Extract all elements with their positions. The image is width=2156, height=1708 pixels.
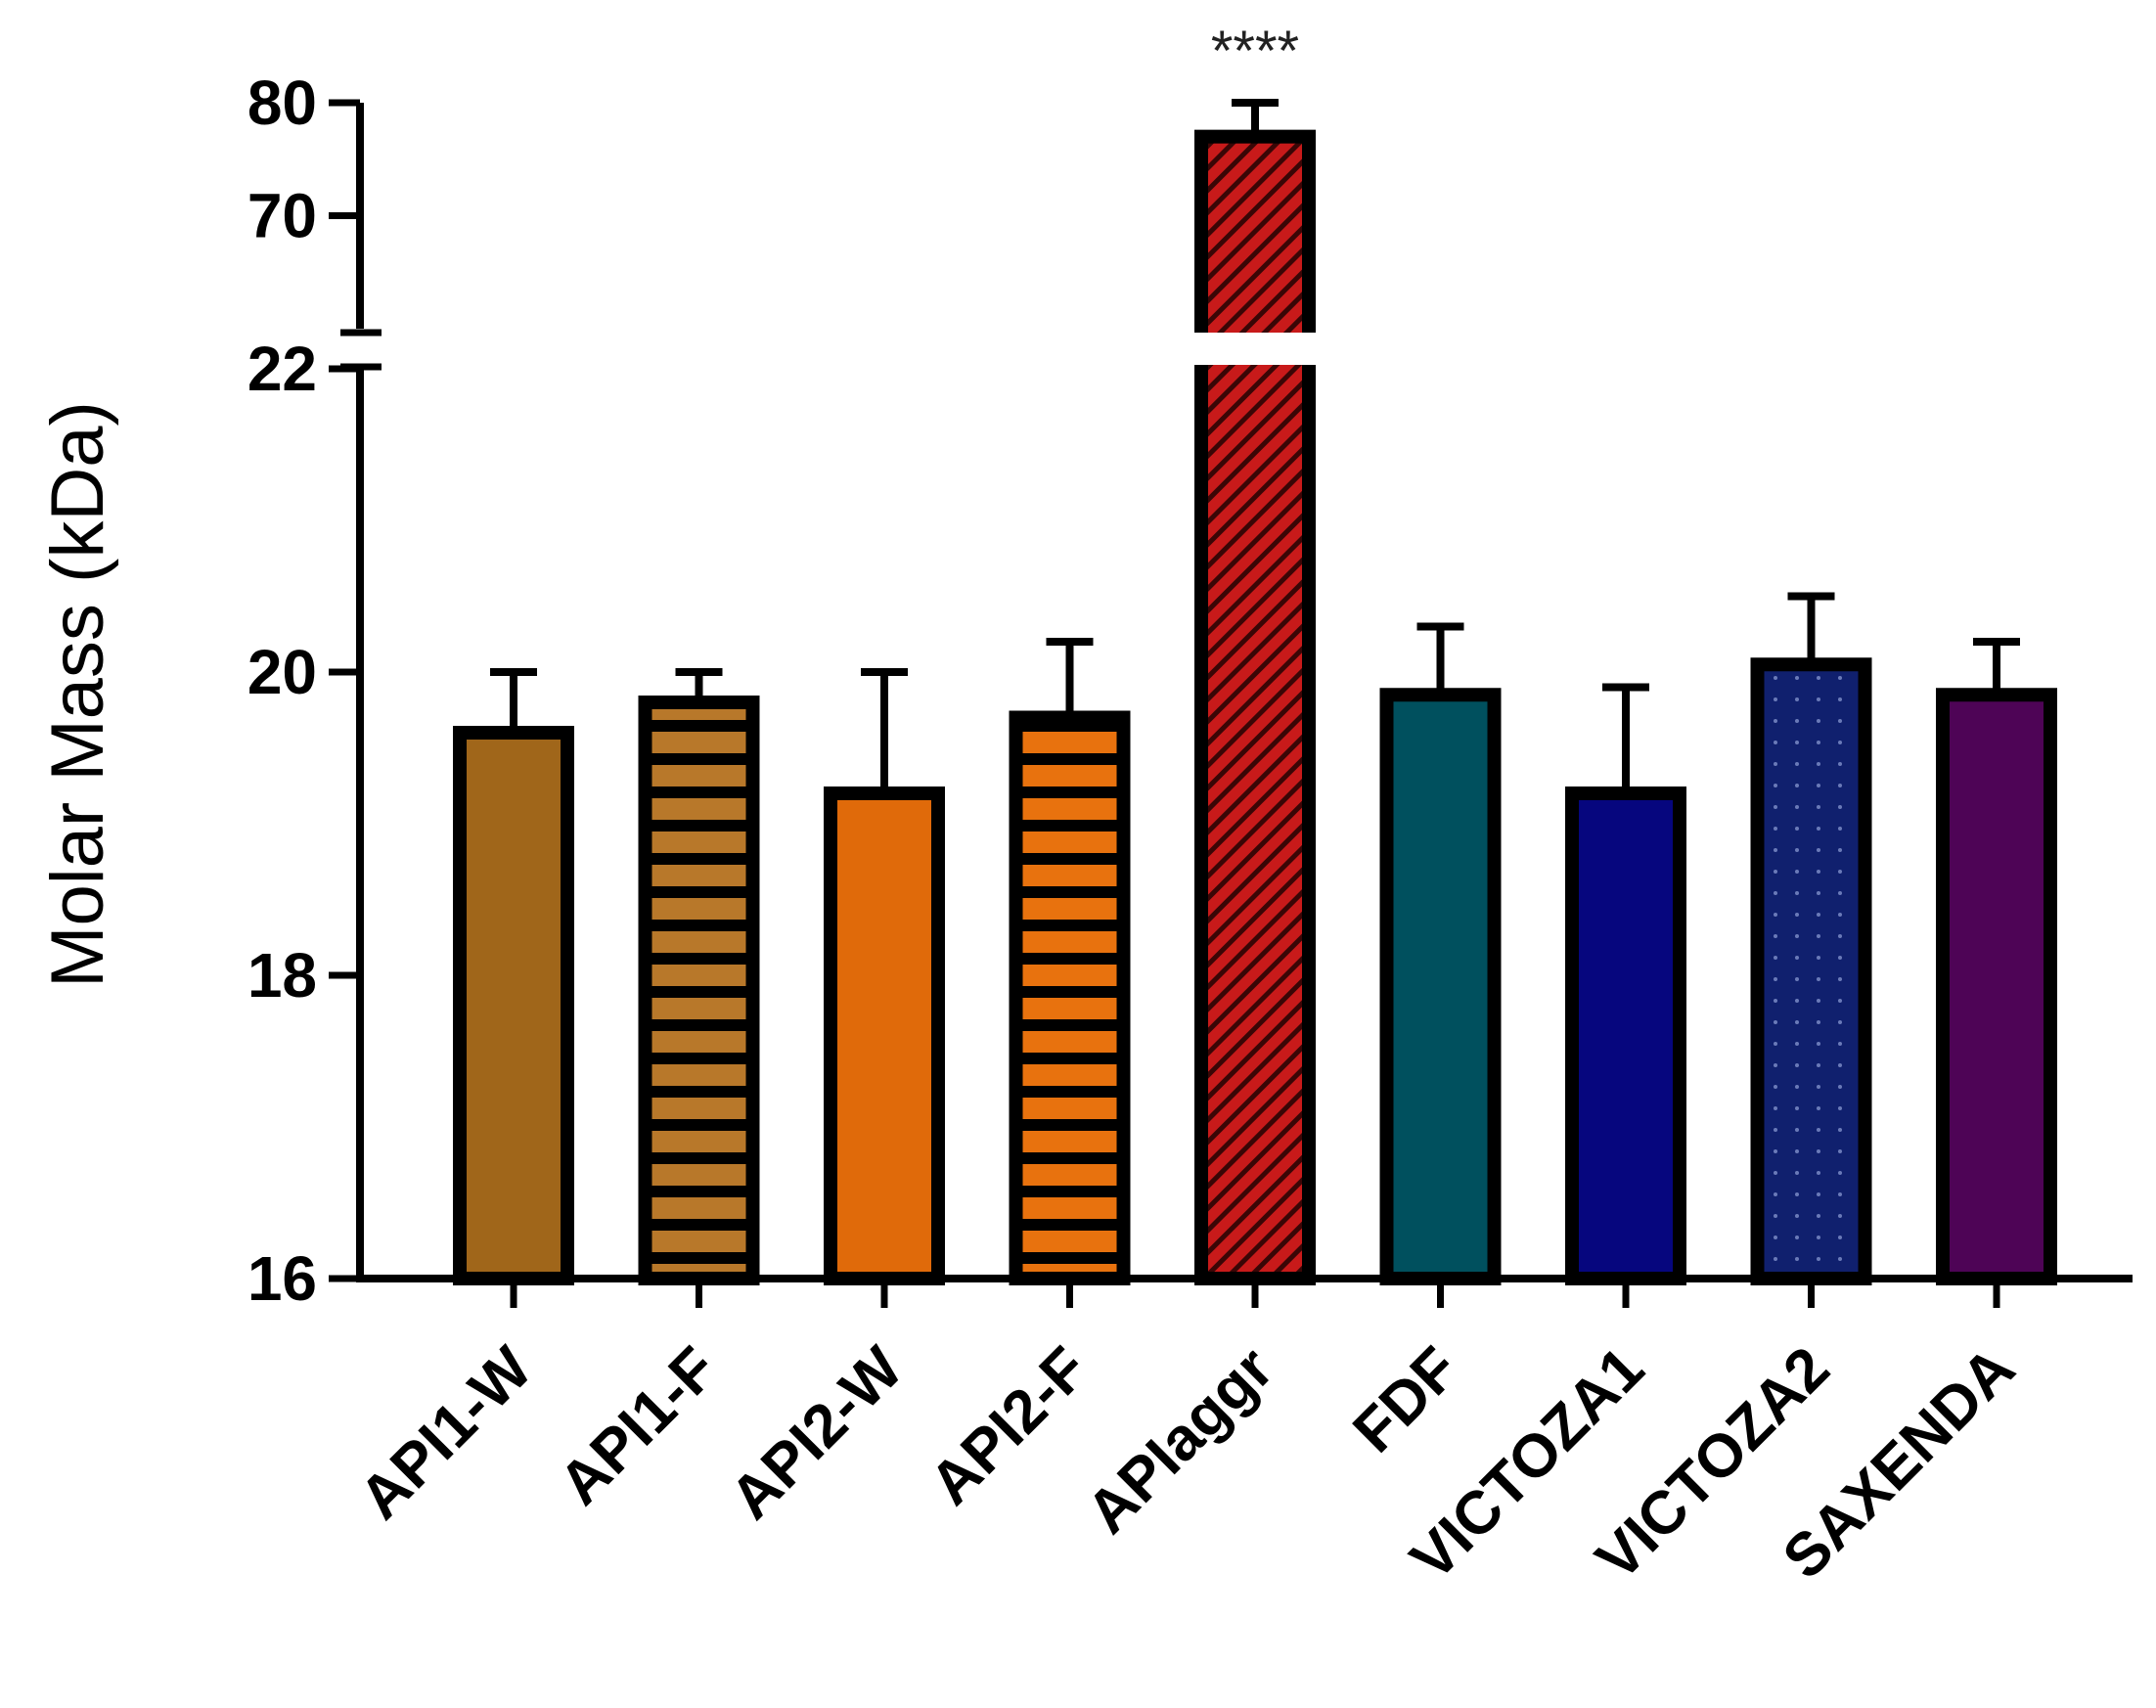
x-tick-label-fdf: FDF — [1340, 1334, 1471, 1465]
bar-group-saxenda — [1936, 638, 2057, 1285]
bar-group-api1-w — [453, 668, 574, 1285]
y-tick-label-18: 18 — [247, 940, 317, 1011]
y-tick-label-20: 20 — [247, 637, 317, 707]
bar-victoza1 — [1565, 787, 1686, 1285]
bar-api1-w — [453, 726, 574, 1285]
significance-annotation-apiaggr: **** — [1211, 20, 1299, 83]
bar-group-api2-f — [1009, 638, 1131, 1285]
bar-group-fdf — [1379, 622, 1502, 1285]
bar-apiaggr — [1194, 129, 1316, 1285]
bar-group-victoza1 — [1565, 683, 1686, 1285]
y-tick-label-16: 16 — [247, 1243, 317, 1314]
y-axis-label: Molar Mass (kDa) — [36, 401, 119, 988]
bar-group-victoza2 — [1750, 592, 1872, 1285]
bar-victoza2 — [1750, 657, 1872, 1285]
bar-group-apiaggr — [1190, 99, 1321, 1285]
bar-fdf — [1379, 688, 1502, 1285]
bar-api1-f — [638, 696, 760, 1285]
x-tick-label-api2-w: API2-W — [718, 1334, 917, 1533]
y-tick-label-80: 80 — [247, 67, 317, 138]
y-axis: 16 18 20 22 70 80 — [247, 67, 382, 1314]
y-tick-label-22: 22 — [247, 334, 317, 404]
bars-group: **** — [453, 20, 2057, 1285]
bar-break-gap-apiaggr — [1190, 333, 1321, 365]
bar-api2-w — [824, 787, 945, 1285]
x-tick-label-api1-f: API1-F — [547, 1334, 731, 1518]
bar-group-api1-f — [638, 668, 760, 1285]
bar-group-api2-w — [824, 668, 945, 1285]
x-tick-label-api1-w: API1-W — [347, 1334, 546, 1533]
bar-saxenda — [1936, 688, 2057, 1285]
bar-api2-f — [1009, 710, 1131, 1285]
x-tick-label-api2-f: API2-F — [918, 1334, 1101, 1518]
x-tick-label-apiaggr: APIaggr — [1074, 1334, 1286, 1547]
y-tick-label-70: 70 — [247, 181, 317, 251]
